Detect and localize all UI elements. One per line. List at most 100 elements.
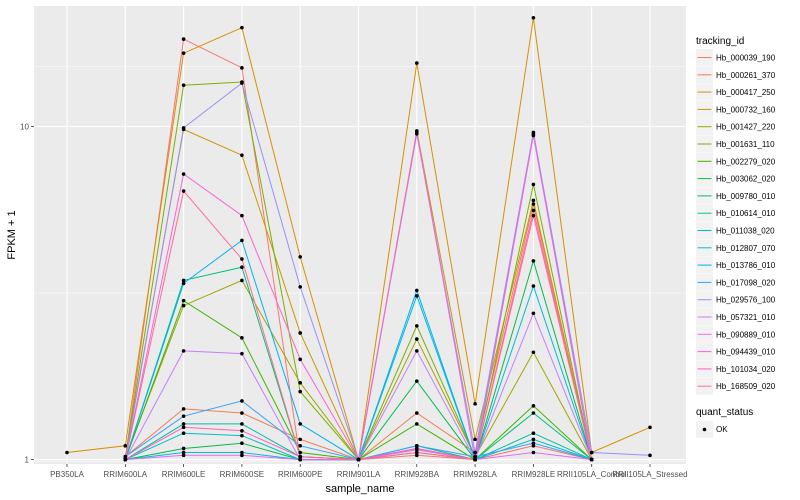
data-point	[415, 446, 419, 451]
data-point	[473, 450, 477, 455]
data-point	[531, 350, 536, 355]
data-point	[473, 457, 477, 462]
data-point	[181, 414, 186, 418]
legend-label: Hb_168509_020	[716, 382, 776, 391]
data-point	[531, 198, 536, 203]
legend-item: Hb_009780_010	[696, 187, 776, 205]
y-axis: 1 10	[20, 122, 34, 465]
legend-item: Hb_003062_020	[696, 170, 776, 188]
grid-lines	[34, 6, 686, 464]
legend-label: Hb_013786_010	[716, 261, 776, 270]
x-tick-label: RRIM928BA	[395, 470, 440, 479]
data-point	[531, 431, 536, 436]
legend-label: Hb_000261_370	[716, 71, 776, 80]
data-point	[240, 351, 244, 356]
data-point	[181, 425, 186, 430]
data-point	[298, 422, 303, 426]
data-point	[181, 281, 186, 286]
legend-label: Hb_017098_020	[716, 278, 776, 287]
y-tick-label: 1	[25, 456, 30, 465]
data-point	[240, 336, 244, 340]
data-point	[240, 257, 244, 261]
data-point	[648, 453, 652, 458]
legend-item: Hb_000039_190	[696, 49, 776, 66]
data-point	[240, 213, 244, 218]
data-point	[531, 133, 536, 138]
data-point	[531, 411, 536, 415]
data-point	[240, 399, 244, 403]
legend-item: Hb_168509_020	[696, 377, 776, 395]
data-point	[531, 202, 536, 206]
data-point	[531, 259, 536, 263]
data-point	[298, 444, 303, 448]
legend-item: Hb_000417_250	[696, 83, 776, 101]
legend-item: Hb_001631_110	[696, 135, 775, 153]
data-point	[298, 437, 303, 442]
legend-title-quant-status: quant_status	[696, 407, 753, 418]
legend-item: Hb_029576_100	[696, 291, 776, 309]
data-point	[531, 404, 536, 408]
data-point	[298, 285, 303, 289]
data-point	[473, 402, 477, 406]
legend-item: Hb_010614_010	[696, 204, 776, 222]
data-point	[415, 422, 419, 426]
legend-item: Hb_017098_020	[696, 273, 776, 291]
legend-label: Hb_011038_020	[716, 227, 775, 236]
data-point	[415, 349, 419, 353]
data-point	[240, 66, 244, 70]
x-tick-label: RRII105LA_Stressed	[612, 470, 687, 479]
x-tick-label: RRIM600PE	[278, 470, 322, 479]
data-point	[415, 288, 419, 293]
data-point	[415, 324, 419, 328]
legend-item: Hb_090889_010	[696, 325, 776, 343]
y-tick-label: 10	[20, 122, 29, 131]
data-point	[473, 454, 477, 459]
x-tick-label: RRIM928LA	[453, 470, 497, 479]
data-point	[589, 450, 594, 455]
legend-item: Hb_000732_160	[696, 100, 776, 118]
data-point	[531, 444, 536, 448]
x-tick-label: PB350LA	[50, 470, 84, 479]
legend-label: Hb_090889_010	[716, 330, 776, 339]
legend-label: Hb_029576_100	[716, 296, 776, 305]
legend-item: Hb_000261_370	[696, 66, 776, 84]
data-point	[531, 450, 536, 455]
data-point	[181, 298, 186, 303]
data-point	[415, 61, 419, 65]
data-point	[181, 37, 186, 41]
legend-items: Hb_000039_190 Hb_000261_370 Hb_000417_250 H…	[696, 49, 776, 395]
data-point	[240, 422, 244, 426]
legend-item: Hb_057321_010	[696, 308, 776, 326]
legend-label: Hb_012807_070	[716, 244, 776, 253]
data-point	[415, 453, 419, 458]
x-tick-label: RRIM901LA	[337, 470, 381, 479]
legend: tracking_id Hb_000039_190Hb_000261_370Hb…	[696, 36, 776, 438]
x-axis: PB350LA RRIM600LA RRIM600LE RRIM600SE RRIM60…	[50, 464, 688, 479]
plot-panel	[34, 6, 686, 464]
data-point	[240, 81, 244, 85]
legend-label: Hb_101034_020	[716, 365, 776, 374]
data-point	[240, 25, 244, 30]
data-point	[298, 454, 303, 459]
data-point	[415, 294, 419, 298]
data-point	[531, 213, 536, 218]
legend-label: Hb_000732_160	[716, 105, 776, 114]
legend-title-tracking-id: tracking_id	[696, 36, 744, 47]
x-axis-title: sample_name	[325, 483, 394, 495]
data-point	[240, 433, 244, 438]
data-point	[298, 450, 303, 455]
data-point	[123, 454, 128, 459]
data-point	[181, 51, 186, 55]
data-point	[415, 379, 419, 383]
legend-label: Hb_001631_110	[716, 140, 775, 149]
data-point	[531, 130, 536, 135]
data-point	[240, 429, 244, 433]
x-tick-label: RRIM928LE	[512, 470, 556, 479]
legend-label: Hb_094439_010	[716, 348, 776, 357]
legend-ok-point-icon	[702, 427, 707, 432]
data-point	[298, 381, 303, 385]
data-point	[531, 15, 536, 20]
data-point	[531, 208, 536, 213]
legend-label: Hb_000039_190	[716, 54, 776, 63]
data-point	[240, 450, 244, 455]
